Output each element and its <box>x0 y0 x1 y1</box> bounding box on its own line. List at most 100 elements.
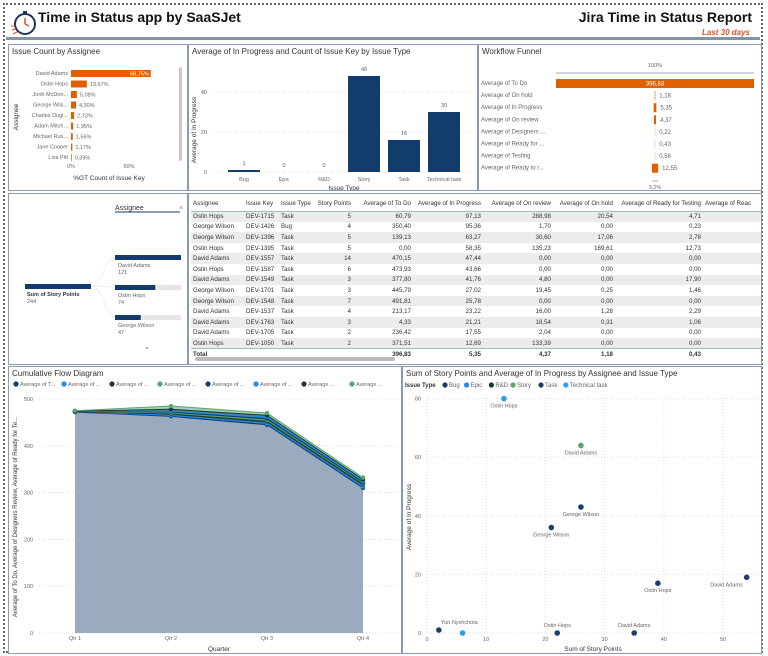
panel-title: Sum of Story Points and Average of In Pr… <box>406 369 678 378</box>
issues-table-panel: Assignee Issue Key Issue Type Story Points A… <box>188 193 762 365</box>
table-cell: DEV-1557 <box>244 253 279 264</box>
scatter-point[interactable] <box>578 504 584 510</box>
column-header[interactable]: Average of On review <box>483 197 553 212</box>
table-row[interactable]: David Adams DEV-1705 Task 2 236,42 17,55 2,04 0… <box>191 328 761 339</box>
node-label: David Adams <box>118 263 151 269</box>
node-bar[interactable] <box>115 315 141 320</box>
table-cell: Bug <box>281 223 293 231</box>
scatter-point[interactable] <box>459 630 466 636</box>
scatter-point[interactable] <box>578 442 584 449</box>
table-cell: 0,00 <box>553 295 615 307</box>
table-cell: 23,22 <box>465 308 481 316</box>
node-bar[interactable] <box>115 255 181 260</box>
table-cell: DEV-1396 <box>244 232 279 243</box>
data-point <box>168 403 174 409</box>
table-row[interactable]: George Wilson DEV-1396 Task 5 139,13 63,27 30,… <box>191 232 761 243</box>
scatter-point[interactable] <box>631 630 637 636</box>
tick-label: 30 <box>602 637 608 643</box>
table-cell: 0,00 <box>553 274 615 286</box>
x-axis-title: Issue Type <box>328 185 360 191</box>
scatter-point[interactable] <box>501 395 507 402</box>
table-cell: David Adams <box>193 308 230 316</box>
table-row[interactable]: Ostin Hops DEV-1587 Task 6 473,93 43,66 0,00 0,… <box>191 264 761 275</box>
funnel-chart: 100% Average of To Do 396,83 Average of On … <box>481 63 754 190</box>
issue-type-panel: Average of In Progress and Count of Issu… <box>188 44 478 191</box>
table-cell: 1,06 <box>615 316 703 328</box>
scatter-point[interactable] <box>655 580 661 586</box>
data-label: 1,95% <box>76 124 92 130</box>
close-icon[interactable]: × <box>179 205 183 212</box>
table-cell: 350,40 <box>392 223 411 231</box>
table-cell: 1,18 <box>553 348 615 361</box>
scatter-point[interactable] <box>548 524 555 531</box>
table-cell <box>703 316 761 328</box>
column-header[interactable]: Issue Key <box>244 197 279 212</box>
column-header[interactable]: Story Points <box>315 197 353 212</box>
table-row[interactable]: David Adams DEV-1537 Task 4 213,17 23,22 16,00… <box>191 306 761 317</box>
table-cell: 5 <box>315 232 353 243</box>
root-bar <box>25 284 91 289</box>
table-cell: 95,36 <box>465 223 481 231</box>
column-header[interactable]: Average of To Do <box>353 197 413 212</box>
tick-label: 10 <box>483 637 489 643</box>
level-title: Assignee <box>115 205 144 212</box>
data-point <box>168 407 174 412</box>
point-label: Ostin Hops <box>490 404 517 410</box>
table-cell: Task <box>281 244 294 252</box>
data-label: 48 <box>361 67 367 73</box>
table-row[interactable]: George Wilson DEV-1701 Task 3 445,79 27,02 19,… <box>191 285 761 296</box>
assignee-label: George Wils... <box>33 103 68 109</box>
table-cell: Task <box>281 286 294 294</box>
column-header[interactable]: Assignee <box>191 197 244 212</box>
horizontal-scrollbar[interactable] <box>195 357 395 361</box>
legend-label: Average ... <box>308 382 335 388</box>
table-cell: 1,28 <box>600 308 613 316</box>
table-cell: 97,13 <box>413 211 483 222</box>
table-row[interactable]: David Adams DEV-1557 Task 14 470,15 47,44 0,00… <box>191 253 761 264</box>
table-cell: Task <box>279 211 315 222</box>
chevron-down-icon[interactable]: ⌄ <box>143 341 151 351</box>
node-bar[interactable] <box>115 285 156 290</box>
scatter-point[interactable] <box>554 630 561 636</box>
column-header[interactable]: Average of Reac <box>703 197 761 212</box>
legend-label: Average of ... <box>164 382 197 388</box>
legend-label: Task <box>545 383 558 389</box>
table-cell: 445,79 <box>392 286 411 294</box>
scatter-point[interactable] <box>436 627 442 633</box>
cumulative-flow-panel: Cumulative Flow Diagram Average of T... A… <box>8 366 402 654</box>
column-header[interactable]: Average of Ready for Testing <box>615 197 703 212</box>
table-cell: 47,44 <box>413 253 483 264</box>
tick-label: 0 <box>30 631 33 637</box>
table-cell: Task <box>279 253 315 264</box>
table-row[interactable]: Ostin Hops DEV-1715 Task 5 60,79 97,13 288,98 2… <box>191 211 761 222</box>
scatter-point[interactable] <box>743 574 750 581</box>
panel-title: Cumulative Flow Diagram <box>12 369 104 378</box>
table-row[interactable]: George Wilson DEV-1426 Bug 4 350,40 95,36 1,70… <box>191 222 761 233</box>
column-header[interactable]: Average of In Progress <box>413 197 483 212</box>
table-row[interactable]: David Adams DEV-1763 Task 3 4,33 21,21 18,54 0,… <box>191 316 761 328</box>
data-label: 1 <box>242 161 245 167</box>
table-row[interactable]: George Wilson DEV-1548 Task 7 491,81 25,78 0,0… <box>191 295 761 307</box>
table-cell: 0,00 <box>600 223 613 231</box>
legend-marker <box>109 381 115 387</box>
series-line <box>74 405 364 479</box>
table-cell: 4,37 <box>483 348 553 361</box>
legend-marker <box>301 381 307 387</box>
table-cell <box>703 285 761 296</box>
table-cell: 135,23 <box>532 244 551 252</box>
table-cell: DEV-1537 <box>246 308 275 316</box>
column-header[interactable]: Average of On hold <box>553 197 615 212</box>
table-cell: Task <box>281 308 294 316</box>
table-cell: DEV-1395 <box>246 244 275 252</box>
category-label: Technical task <box>427 177 462 183</box>
table-cell: 213,17 <box>392 308 411 316</box>
panel-title: Average of In Progress and Count of Issu… <box>192 47 411 56</box>
table-cell <box>703 306 761 317</box>
table-row[interactable]: David Adams DEV-1549 Task 3 377,80 41,76 4,80 0… <box>191 274 761 286</box>
table-cell <box>703 328 761 339</box>
column-header[interactable]: Issue Type <box>279 197 315 212</box>
percent-label: 100% <box>648 63 662 69</box>
table-row[interactable]: Ostin Hops DEV-1395 Task 5 0,00 58,35 135,23 16… <box>191 243 761 254</box>
table-row[interactable]: Ostin Hops DEV-1050 Task 2 371,51 12,69 133,39… <box>191 338 761 349</box>
